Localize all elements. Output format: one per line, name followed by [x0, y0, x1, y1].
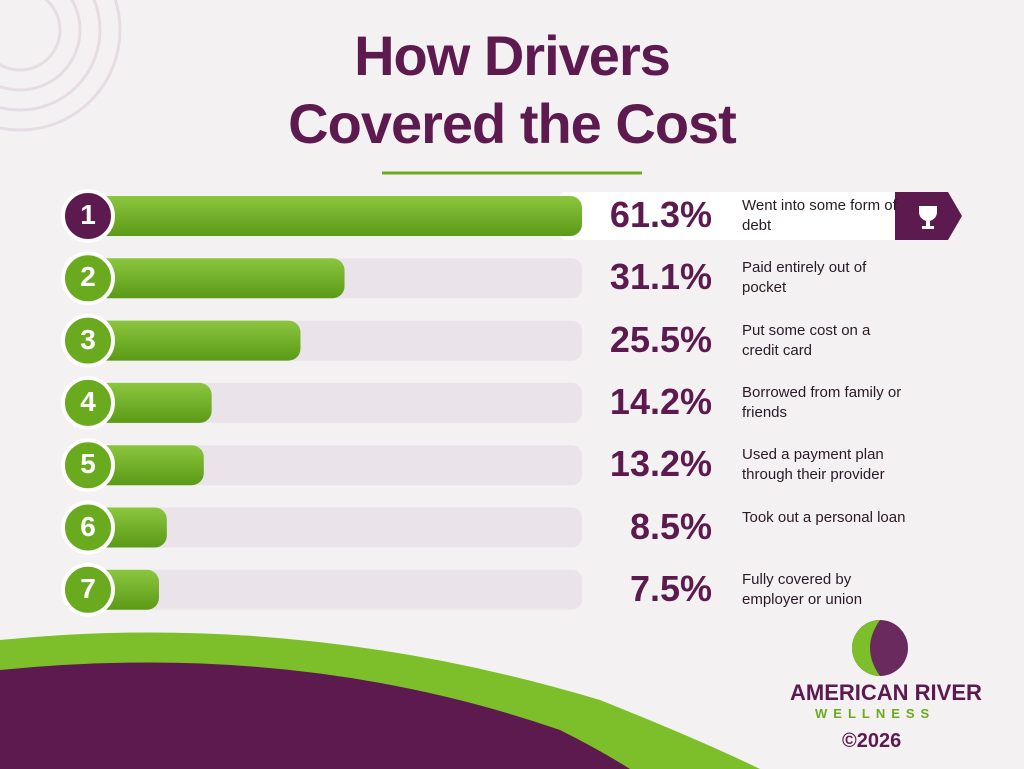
- value-label: 14.2%: [609, 380, 712, 422]
- bar: [80, 320, 301, 361]
- brand-tagline: WELLNESS: [815, 706, 936, 721]
- rank-number: 5: [80, 448, 96, 480]
- bar: [80, 258, 345, 299]
- category-label: Went into some form of debt: [742, 197, 897, 234]
- highlight-card: [560, 192, 920, 240]
- copyright: ©2026: [842, 730, 902, 752]
- category-label: Took out a personal loan: [742, 508, 906, 526]
- value-label: 8.5%: [629, 505, 712, 547]
- rank-number: 6: [80, 510, 96, 542]
- rank-badge: [61, 438, 115, 493]
- category-label: Paid entirely out of pocket: [742, 259, 867, 297]
- rank-number: 3: [80, 323, 96, 355]
- rank-badge: [61, 189, 115, 243]
- bar-track: [100, 382, 582, 423]
- rank-number: 2: [80, 261, 96, 293]
- brand-name: AMERICAN RIVER: [790, 680, 982, 705]
- logo-leaf: [852, 620, 880, 676]
- value-label: 13.2%: [609, 443, 712, 485]
- rank-badge: [61, 251, 115, 306]
- chart-title: How Drivers Covered the Cost: [288, 24, 737, 155]
- category-label: Put some cost on a credit card: [742, 321, 871, 359]
- category-label: Used a payment plan through their provid…: [742, 446, 885, 484]
- value-label: 7.5%: [629, 567, 712, 609]
- value-label: 61.3%: [609, 194, 712, 235]
- value-label: 31.1%: [609, 256, 712, 298]
- rank-number: 1: [80, 199, 96, 230]
- decor-rings: [0, 0, 122, 132]
- bar-track: [100, 569, 582, 610]
- rank-badge: [61, 375, 115, 430]
- category-label: Fully covered by employer or union: [742, 570, 863, 608]
- category-label: Borrowed from family or friends: [742, 383, 902, 421]
- bar-track: [100, 445, 582, 486]
- value-label: 25.5%: [609, 318, 712, 360]
- rank-badge: [61, 500, 115, 555]
- bar: [80, 196, 582, 236]
- rank-number: 4: [80, 385, 96, 417]
- rank-badge: [61, 562, 115, 617]
- rank-number: 7: [80, 572, 96, 604]
- trophy-icon: [919, 206, 937, 229]
- rank-badge: [61, 313, 115, 368]
- bar-track: [100, 507, 582, 548]
- decor-wave-purple: [0, 662, 630, 769]
